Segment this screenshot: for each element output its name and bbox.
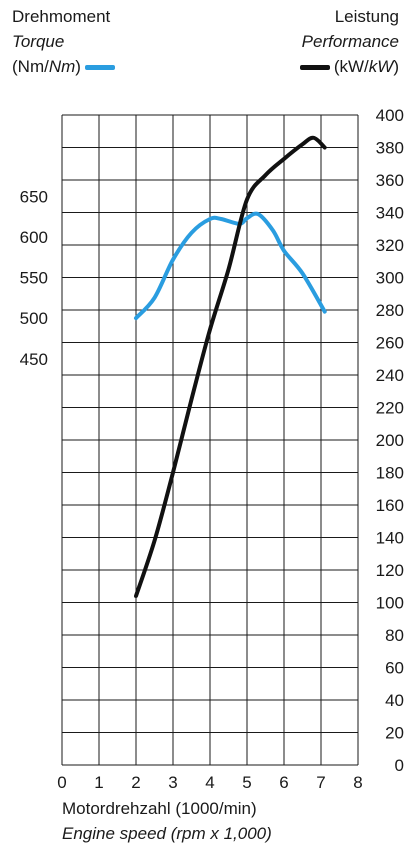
y-right-tick-label: 40	[385, 691, 404, 710]
y-right-tick-label: 280	[376, 301, 404, 320]
series-lines	[134, 135, 327, 598]
power-subtitle: Performance	[301, 32, 399, 51]
torque-subtitle: Torque	[12, 32, 65, 51]
y-left-tick-label: 500	[20, 309, 48, 328]
torque-legend-line	[84, 65, 115, 71]
x-tick-label: 4	[205, 773, 214, 792]
power-unit-italic: kW	[368, 57, 394, 76]
torque-legend: Drehmoment Torque (Nm/Nm)	[12, 4, 119, 79]
x-tick-label: 2	[131, 773, 140, 792]
x-tick-label: 8	[353, 773, 362, 792]
x-tick-label: 6	[279, 773, 288, 792]
y-right-tick-label: 300	[376, 269, 404, 288]
y-right-tick-label: 100	[376, 594, 404, 613]
power-legend: Leistung Performance (kW/kW)	[296, 4, 399, 79]
y-right-tick-label: 160	[376, 496, 404, 515]
y-right-tick-labels: 4003803603403203002802602402202001801601…	[376, 106, 404, 775]
torque-title: Drehmoment	[12, 7, 111, 26]
y-right-tick-label: 20	[385, 724, 404, 743]
torque-unit-italic: Nm	[48, 57, 76, 76]
y-right-tick-label: 260	[376, 334, 404, 353]
grid	[61, 114, 359, 766]
y-right-tick-label: 320	[376, 236, 404, 255]
power-unit: (kW/kW)	[296, 54, 399, 79]
y-right-tick-label: 140	[376, 529, 404, 548]
y-left-tick-label: 450	[20, 350, 48, 369]
y-right-tick-label: 200	[376, 431, 404, 450]
power-line	[134, 135, 327, 598]
power-title: Leistung	[334, 7, 399, 26]
x-tick-label: 7	[316, 773, 325, 792]
y-right-tick-label: 400	[376, 106, 404, 125]
x-axis-title: Motordrehzahl (1000/min) Engine speed (r…	[62, 796, 272, 846]
torque-unit-prefix: (Nm/	[12, 57, 49, 76]
x-tick-label: 5	[242, 773, 251, 792]
x-tick-label: 3	[168, 773, 177, 792]
y-right-tick-label: 0	[395, 756, 404, 775]
y-right-tick-label: 380	[376, 139, 404, 158]
y-right-tick-label: 360	[376, 171, 404, 190]
power-legend-line	[299, 65, 330, 71]
y-left-tick-labels: 650 600 550 500 450	[20, 187, 48, 369]
y-left-tick-label: 600	[20, 228, 48, 247]
x-tick-label: 0	[57, 773, 66, 792]
y-right-tick-label: 180	[376, 464, 404, 483]
x-tick-labels: 0 1 2 3 4 5 6 7 8	[57, 773, 362, 792]
y-right-tick-label: 80	[385, 626, 404, 645]
torque-unit: (Nm/Nm)	[12, 54, 119, 79]
power-unit-prefix: (kW/	[333, 57, 369, 76]
x-axis-label: Motordrehzahl (1000/min)	[62, 799, 257, 818]
x-tick-label: 1	[94, 773, 103, 792]
y-right-tick-label: 120	[376, 561, 404, 580]
torque-unit-suffix: )	[75, 57, 81, 76]
y-left-tick-label: 650	[20, 187, 48, 206]
y-right-tick-label: 220	[376, 399, 404, 418]
y-right-tick-label: 60	[385, 659, 404, 678]
y-left-tick-label: 550	[20, 269, 48, 288]
y-right-tick-label: 240	[376, 366, 404, 385]
power-unit-suffix: )	[393, 57, 399, 76]
y-right-tick-label: 340	[376, 204, 404, 223]
x-axis-label-en: Engine speed (rpm x 1,000)	[62, 824, 272, 843]
